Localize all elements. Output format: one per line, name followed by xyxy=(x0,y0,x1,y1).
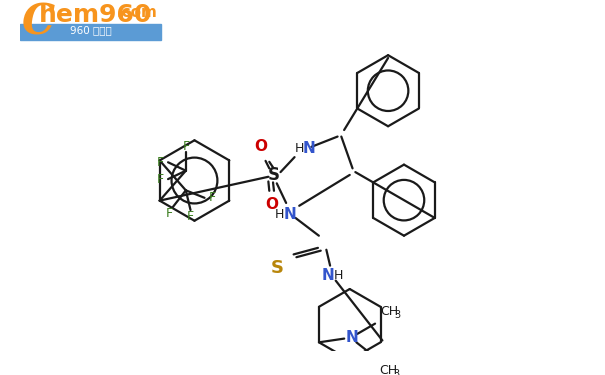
Text: F: F xyxy=(165,207,172,220)
Text: N: N xyxy=(284,207,296,222)
Text: hem960: hem960 xyxy=(39,3,152,27)
Text: CH: CH xyxy=(379,364,397,375)
Text: F: F xyxy=(187,210,194,223)
Text: O: O xyxy=(266,197,278,212)
Text: F: F xyxy=(209,191,215,204)
Text: H: H xyxy=(295,142,304,155)
Text: 3: 3 xyxy=(393,369,399,375)
Text: O: O xyxy=(254,140,267,154)
Text: H: H xyxy=(275,208,284,221)
Text: N: N xyxy=(322,268,335,284)
Text: 960 化工网: 960 化工网 xyxy=(70,25,111,35)
Text: C: C xyxy=(21,2,54,44)
Text: F: F xyxy=(157,172,164,186)
Text: F: F xyxy=(157,156,164,169)
Text: F: F xyxy=(182,140,189,153)
Text: 3: 3 xyxy=(394,310,401,320)
Text: H: H xyxy=(334,269,343,282)
Text: CH: CH xyxy=(381,305,399,318)
Text: N: N xyxy=(345,330,358,345)
Text: N: N xyxy=(302,141,315,156)
Text: S: S xyxy=(270,258,283,276)
Bar xyxy=(21,24,161,40)
Text: .com: .com xyxy=(117,4,158,20)
Bar xyxy=(19,0,162,41)
Text: S: S xyxy=(268,166,280,184)
